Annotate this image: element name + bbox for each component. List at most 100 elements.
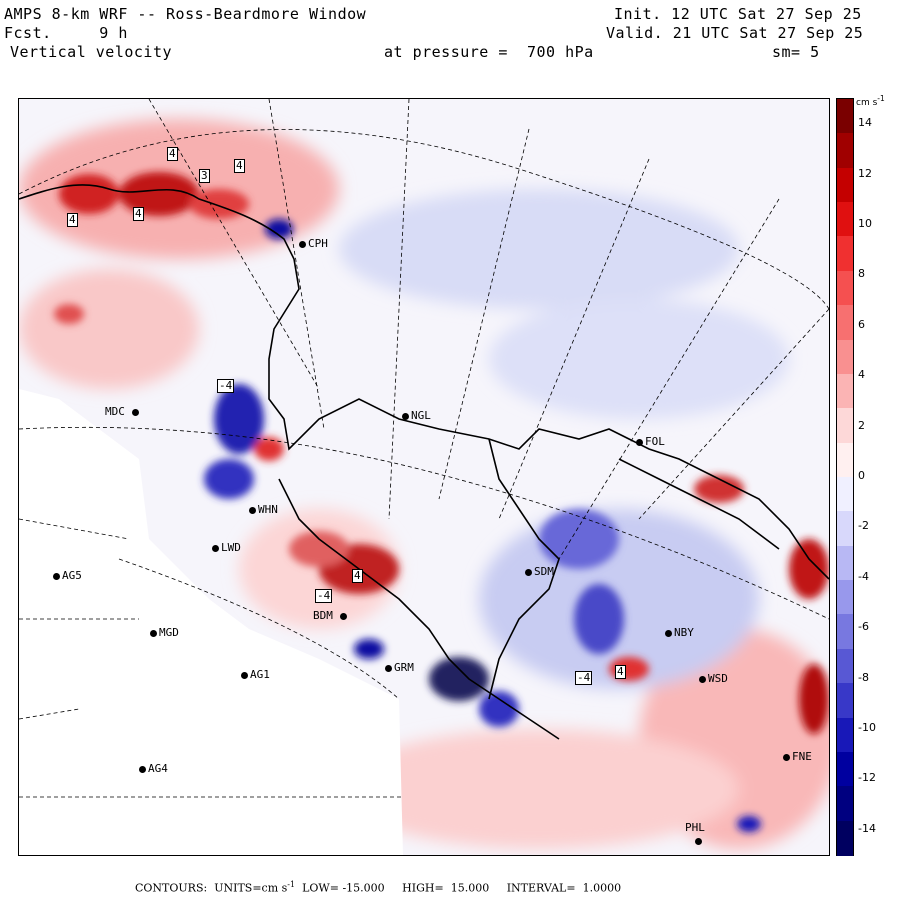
- colorbar-segment: [837, 580, 853, 616]
- colorbar-segment: [837, 167, 853, 204]
- smoothing-value: sm= 5: [772, 43, 820, 61]
- station-mgd[interactable]: MGD: [150, 626, 179, 639]
- station-cph[interactable]: CPH: [299, 237, 328, 250]
- station-label: PHL: [685, 821, 705, 834]
- station-ag5[interactable]: AG5: [53, 569, 82, 582]
- colorbar-tick-label: -2: [858, 519, 869, 533]
- model-title: AMPS 8-km WRF -- Ross-Beardmore Window: [4, 5, 367, 23]
- station-label: AG4: [148, 762, 168, 775]
- contour-label: -4: [217, 379, 235, 393]
- station-lwd[interactable]: LWD: [212, 541, 241, 554]
- contour-label: -4: [315, 589, 333, 603]
- station-label: NBY: [674, 626, 694, 639]
- station-wsd[interactable]: WSD: [699, 672, 728, 685]
- valid-time: Valid. 21 UTC Sat 27 Sep 25: [606, 24, 864, 42]
- station-label: WSD: [708, 672, 728, 685]
- colorbar-segment: [837, 511, 853, 547]
- colorbar-tick-label: -8: [858, 670, 869, 684]
- station-grm[interactable]: GRM: [385, 661, 414, 674]
- contour-label: 4: [234, 159, 245, 173]
- colorbar-segment: [837, 270, 853, 307]
- station-marker-icon: [665, 629, 672, 637]
- contour-label: 4: [352, 569, 363, 583]
- contour-label: -4: [575, 671, 593, 685]
- colorbar-tick-label: -10: [858, 721, 876, 734]
- station-mdc[interactable]: MDC: [105, 405, 141, 418]
- station-marker-icon: [402, 412, 409, 420]
- station-marker-icon: [150, 629, 157, 637]
- contour-label: 4: [167, 147, 178, 161]
- pressure-level: at pressure = 700 hPa: [384, 43, 594, 61]
- colorbar-segment: [837, 545, 853, 582]
- station-fol[interactable]: FOL: [636, 435, 665, 448]
- contour-label: 4: [67, 213, 78, 227]
- station-label: CPH: [308, 237, 328, 250]
- colorbar-tick-label: 0: [858, 469, 865, 482]
- colorbar-segment: [837, 751, 853, 788]
- station-label: AG1: [250, 668, 270, 681]
- colorbar-segment: [837, 477, 853, 513]
- station-marker-icon: [699, 675, 706, 683]
- no-data-region: [19, 389, 403, 855]
- station-ag1[interactable]: AG1: [241, 668, 270, 681]
- colorbar-segment: [837, 339, 853, 375]
- colorbar-segment: [837, 648, 853, 685]
- contour-label: 3: [199, 169, 210, 183]
- station-marker-icon: [783, 753, 790, 761]
- colorbar-segment: [837, 99, 853, 135]
- station-ag4[interactable]: AG4: [139, 762, 168, 775]
- vertical-velocity-map[interactable]: 4 4 3 4 4 -4 -4 4 -4 4 CPH MDC NGL FOL W…: [18, 98, 830, 856]
- colorbar-segment: [837, 236, 853, 272]
- colorbar-tick-label: -12: [858, 771, 876, 785]
- station-whn[interactable]: WHN: [249, 503, 278, 516]
- station-nby[interactable]: NBY: [665, 626, 694, 639]
- graticule: [19, 99, 829, 798]
- station-label: NGL: [411, 409, 431, 422]
- colorbar-tick-label: 12: [858, 166, 872, 180]
- coastline: [19, 184, 829, 740]
- station-label: WHN: [258, 503, 278, 516]
- station-marker-icon: [385, 664, 392, 672]
- init-time: Init. 12 UTC Sat 27 Sep 25: [614, 5, 862, 23]
- colorbar-segment: [837, 614, 853, 650]
- colorbar-segment: [837, 202, 853, 238]
- station-marker-icon: [339, 612, 347, 620]
- colorbar-tick-label: -14: [858, 821, 876, 835]
- colorbar-segment: [837, 786, 853, 822]
- intense-features: [54, 172, 829, 832]
- station-phl[interactable]: PHL: [685, 821, 705, 847]
- station-marker-icon: [636, 438, 643, 446]
- station-marker-icon: [299, 240, 306, 248]
- station-marker-icon: [212, 544, 219, 552]
- colorbar-tick-label: 8: [858, 267, 865, 281]
- station-label: LWD: [221, 541, 241, 554]
- colorbar-tick-label: -6: [858, 620, 869, 634]
- colorbar-units: cm s-1: [856, 94, 885, 108]
- station-marker-icon: [241, 671, 248, 679]
- station-bdm[interactable]: BDM: [313, 609, 349, 622]
- colorbar-tick-label: 10: [858, 217, 872, 230]
- colorbar-segment: [837, 408, 853, 444]
- station-marker-icon: [131, 408, 139, 416]
- station-marker-icon: [249, 506, 256, 514]
- contour-label: 4: [133, 207, 144, 221]
- station-label: SDM: [534, 565, 554, 578]
- station-sdm[interactable]: SDM: [525, 565, 554, 578]
- colorbar-tick-label: 14: [858, 116, 872, 130]
- station-ngl[interactable]: NGL: [402, 409, 431, 422]
- forecast-hour: Fcst. 9 h: [4, 24, 128, 42]
- colorbar-segment: [837, 683, 853, 719]
- station-label: BDM: [313, 609, 333, 622]
- contour-label: 4: [615, 665, 626, 679]
- colorbar-segment: [837, 717, 853, 753]
- colorbar-tick-label: 6: [858, 317, 865, 331]
- station-label: MGD: [159, 626, 179, 639]
- colorbar-segment: [837, 820, 853, 856]
- station-marker-icon: [139, 765, 146, 773]
- station-label: FNE: [792, 750, 812, 763]
- station-label: MDC: [105, 405, 125, 418]
- station-fne[interactable]: FNE: [783, 750, 812, 763]
- map-canvas: [19, 99, 829, 855]
- colorbar-segment: [837, 373, 853, 410]
- colorbar-segment: [837, 133, 853, 169]
